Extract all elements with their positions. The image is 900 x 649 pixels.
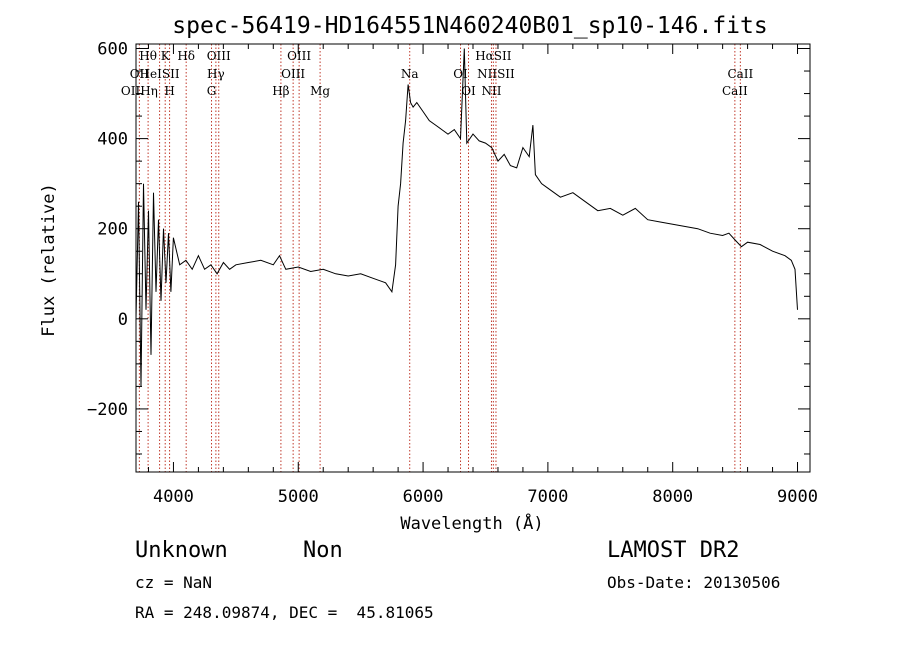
marker-label: OIII: [287, 49, 311, 63]
y-tick-label: 200: [97, 220, 128, 240]
emission-line-markers: [138, 44, 741, 472]
coordinates-label: RA = 248.09874, DEC = 45.81065: [135, 603, 434, 622]
marker-label: Hβ: [272, 84, 289, 98]
axis-ticks: [136, 44, 810, 472]
survey-label: LAMOST DR2: [607, 538, 740, 563]
y-tick-label: −200: [87, 400, 128, 420]
marker-label: Na: [401, 67, 419, 81]
x-tick-label: 5000: [278, 487, 319, 507]
y-tick-label: 600: [97, 40, 128, 60]
marker-label: H: [164, 84, 174, 98]
marker-label: NIISII: [477, 67, 515, 81]
x-tick-label: 6000: [403, 487, 444, 507]
chart-title: spec-56419-HD164551N460240B01_sp10-146.f…: [172, 13, 767, 39]
marker-label: K: [161, 49, 171, 63]
marker-label: CaII: [722, 84, 748, 98]
marker-label: Mg: [310, 84, 330, 98]
spectrum-chart: spec-56419-HD164551N460240B01_sp10-146.f…: [39, 13, 818, 534]
x-tick-label: 7000: [527, 487, 568, 507]
marker-label: CaII: [727, 67, 753, 81]
y-axis-label: Flux (relative): [39, 183, 59, 337]
marker-label: OIII: [281, 67, 305, 81]
marker-label: OII: [130, 67, 150, 81]
redshift-label: cz = NaN: [135, 573, 213, 592]
class-label: Unknown: [135, 538, 228, 563]
obs-date-label: Obs-Date: 20130506: [607, 573, 781, 592]
marker-label: Hδ: [177, 49, 195, 63]
x-axis-label: Wavelength (Å): [400, 512, 543, 534]
marker-label: Hγ: [207, 67, 225, 81]
marker-label: HαSII: [475, 49, 512, 63]
y-tick-label: 400: [97, 130, 128, 150]
plot-frame: [135, 43, 811, 473]
marker-label: OIIHη: [121, 84, 158, 98]
marker-label: OIII: [207, 49, 231, 63]
marker-label: OI: [461, 84, 476, 98]
marker-label: Hθ: [139, 49, 157, 63]
marker-label: G: [207, 84, 217, 98]
y-tick-label: 0: [118, 310, 128, 330]
x-tick-label: 4000: [153, 487, 194, 507]
spectrum-line: [135, 48, 798, 387]
marker-label: NII: [481, 84, 501, 98]
marker-label: OI: [453, 67, 468, 81]
x-tick-label: 9000: [777, 487, 818, 507]
subclass-label: Non: [303, 538, 343, 563]
x-tick-label: 8000: [652, 487, 693, 507]
marker-label: HeISII: [140, 67, 180, 81]
axis-tick-labels: 4000 5000 6000 7000 8000 9000 −200 0 200 400 600: [87, 40, 818, 507]
